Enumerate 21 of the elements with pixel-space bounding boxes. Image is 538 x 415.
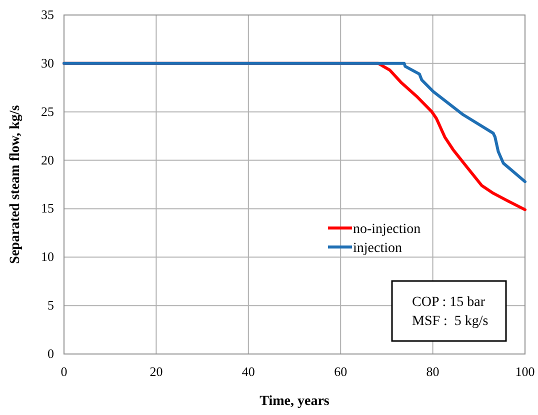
y-tick-label: 0 [48,346,54,361]
x-tick-label: 0 [60,364,68,379]
x-tick-label: 20 [150,364,163,379]
y-tick-label: 5 [48,298,54,313]
legend-label: no-injection [353,222,421,237]
y-tick-label: 35 [41,7,54,22]
x-axis-title: Time, years [260,394,330,409]
y-tick-label: 20 [41,152,54,168]
y-tick-label: 10 [41,249,54,264]
line-series [62,62,526,184]
legend-label: injection [353,241,402,256]
y-tick-label: 15 [41,200,54,216]
y-axis-title: Separated steam flow, kg/s [8,104,23,264]
y-tick-label: 25 [41,104,54,119]
annotation: MSF : 5 kg/s [412,314,488,329]
x-tick-label: 60 [334,364,348,379]
y-tick-label: 30 [41,55,54,70]
x-tick-label: 80 [426,364,440,379]
x-tick-label: 40 [242,364,255,379]
x-tick-label: 100 [515,364,535,379]
annotation: COP : 15 bar [412,295,486,310]
